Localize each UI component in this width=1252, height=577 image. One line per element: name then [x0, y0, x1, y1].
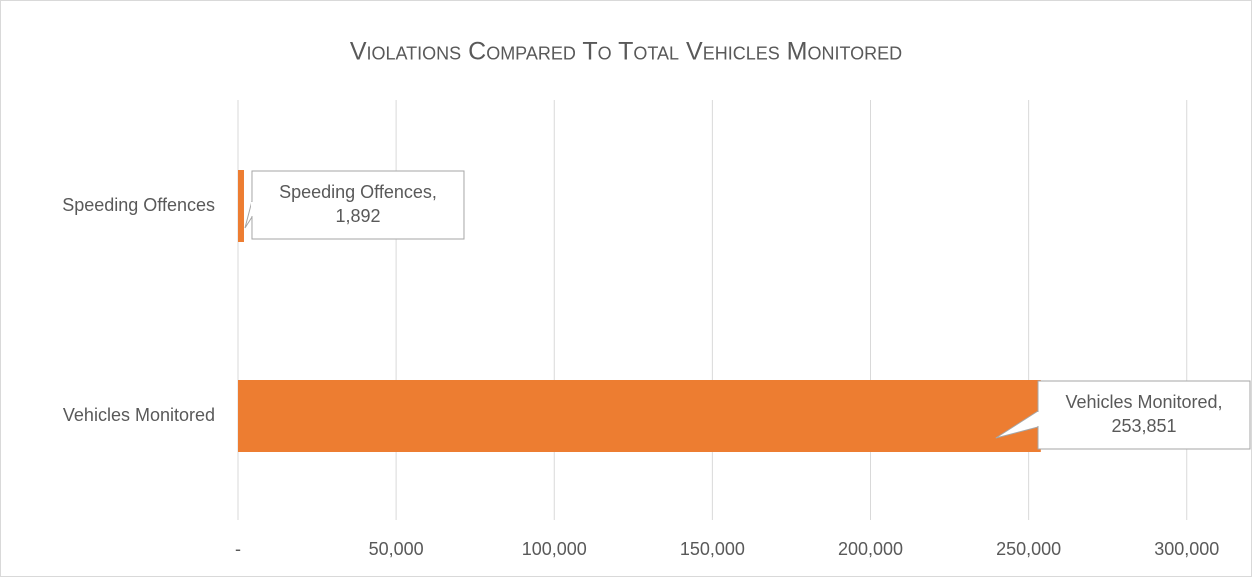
x-tick-label: 250,000 — [996, 539, 1061, 559]
x-tick-label: 300,000 — [1154, 539, 1219, 559]
x-tick-label: 100,000 — [522, 539, 587, 559]
bar — [238, 170, 244, 242]
data-label: Speeding Offences, 1,892 — [279, 182, 437, 226]
y-tick-label: Speeding Offences — [62, 195, 215, 215]
y-tick-label: Vehicles Monitored — [63, 405, 215, 425]
data-label: Vehicles Monitored, 253,851 — [1065, 392, 1222, 436]
callout-box — [251, 170, 465, 240]
x-tick-label: 50,000 — [369, 539, 424, 559]
x-tick-label: 200,000 — [838, 539, 903, 559]
x-tick-label: 150,000 — [680, 539, 745, 559]
chart-title: Violations Compared To Total Vehicles Mo… — [350, 38, 902, 66]
x-tick-label: - — [235, 539, 241, 559]
callout-box — [1037, 380, 1251, 450]
bar — [238, 380, 1041, 452]
